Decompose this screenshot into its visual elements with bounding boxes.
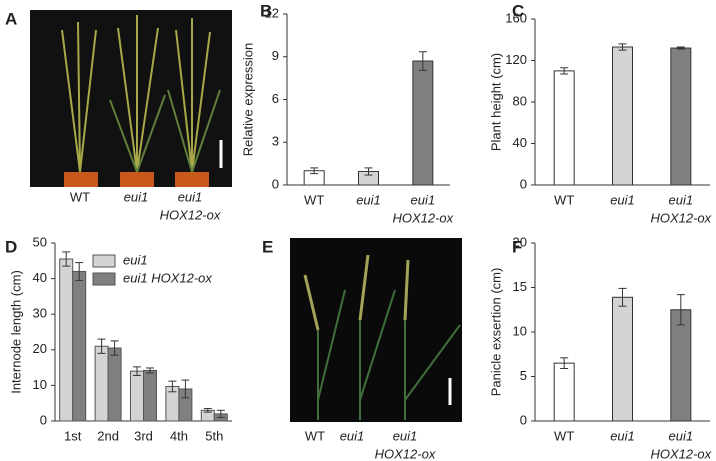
x-tick-label: eui1 <box>610 428 635 443</box>
x-tick-label: HOX12-ox <box>650 210 711 225</box>
y-tick-label: 0 <box>272 176 279 191</box>
y-tick-label: 20 <box>513 234 527 249</box>
photo-e <box>290 238 462 422</box>
y-axis-label: Plant height (cm) <box>488 53 503 151</box>
legend-swatch <box>92 254 116 268</box>
y-tick-label: 50 <box>33 234 47 249</box>
x-tick-label: WT <box>304 192 324 207</box>
y-tick-label: 15 <box>513 279 527 294</box>
bar <box>72 270 87 422</box>
legend-label: eui1 <box>123 252 148 267</box>
x-tick-label: eui1 <box>356 192 381 207</box>
y-tick-label: 80 <box>513 93 527 108</box>
y-tick-label: 10 <box>513 323 527 338</box>
y-tick-label: 6 <box>272 91 279 106</box>
y-tick-label: 12 <box>265 5 279 20</box>
x-tick-label: eui1 <box>340 428 365 443</box>
x-tick-label: HOX12-ox <box>650 446 711 461</box>
y-tick-label: 40 <box>33 270 47 285</box>
legend-label: eui1 HOX12-ox <box>123 270 212 285</box>
y-axis-label: Internode length (cm) <box>8 270 23 394</box>
bar <box>412 60 434 186</box>
y-tick-label: 0 <box>40 412 47 427</box>
panel-label: E <box>262 237 273 256</box>
x-tick-label: 2nd <box>97 428 119 443</box>
x-tick-label: WT <box>554 428 574 443</box>
panel-label: D <box>5 237 17 256</box>
x-tick-label: eui1 <box>610 192 635 207</box>
panel-label: B <box>260 1 272 20</box>
photo-a <box>30 10 232 187</box>
y-tick-label: 0 <box>520 176 527 191</box>
x-tick-label: eui1 <box>411 192 436 207</box>
y-tick-label: 30 <box>33 306 47 321</box>
x-tick-label: 5th <box>205 428 223 443</box>
bar <box>143 369 157 422</box>
y-tick-label: 120 <box>505 52 527 67</box>
bar <box>670 47 692 186</box>
x-tick-label: HOX12-ox <box>375 446 436 461</box>
y-tick-label: 9 <box>272 48 279 63</box>
x-tick-label: 3rd <box>134 428 153 443</box>
y-axis-label: Relative expression <box>240 43 255 156</box>
bar <box>612 296 633 422</box>
y-tick-label: 3 <box>272 134 279 149</box>
x-tick-label: eui1 <box>669 192 694 207</box>
y-tick-label: 160 <box>505 10 527 25</box>
x-tick-label: eui1 <box>178 189 203 204</box>
x-tick-label: 1st <box>64 428 82 443</box>
y-tick-label: 20 <box>33 341 47 356</box>
bar <box>612 46 633 186</box>
panel-label: A <box>5 9 17 28</box>
y-tick-label: 40 <box>513 135 527 150</box>
bar <box>59 258 74 422</box>
y-tick-label: 5 <box>520 368 527 383</box>
y-tick-label: 10 <box>33 377 47 392</box>
x-tick-label: HOX12-ox <box>160 207 221 222</box>
x-tick-label: HOX12-ox <box>392 210 453 225</box>
x-tick-label: 4th <box>170 428 188 443</box>
x-tick-label: WT <box>305 428 325 443</box>
y-axis-label: Panicle exsertion (cm) <box>488 268 503 397</box>
bar <box>553 70 575 186</box>
x-tick-label: eui1 <box>393 428 418 443</box>
x-tick-label: eui1 <box>124 189 149 204</box>
panel-label: C <box>512 1 524 20</box>
panel-label: F <box>512 237 522 256</box>
x-tick-label: WT <box>70 189 90 204</box>
bar <box>670 309 692 422</box>
bar <box>130 370 144 422</box>
bar <box>107 347 122 422</box>
legend-swatch <box>92 272 116 286</box>
bar <box>553 362 575 422</box>
x-tick-label: WT <box>554 192 574 207</box>
y-tick-label: 0 <box>520 412 527 427</box>
x-tick-label: eui1 <box>669 428 694 443</box>
bar <box>94 345 109 422</box>
